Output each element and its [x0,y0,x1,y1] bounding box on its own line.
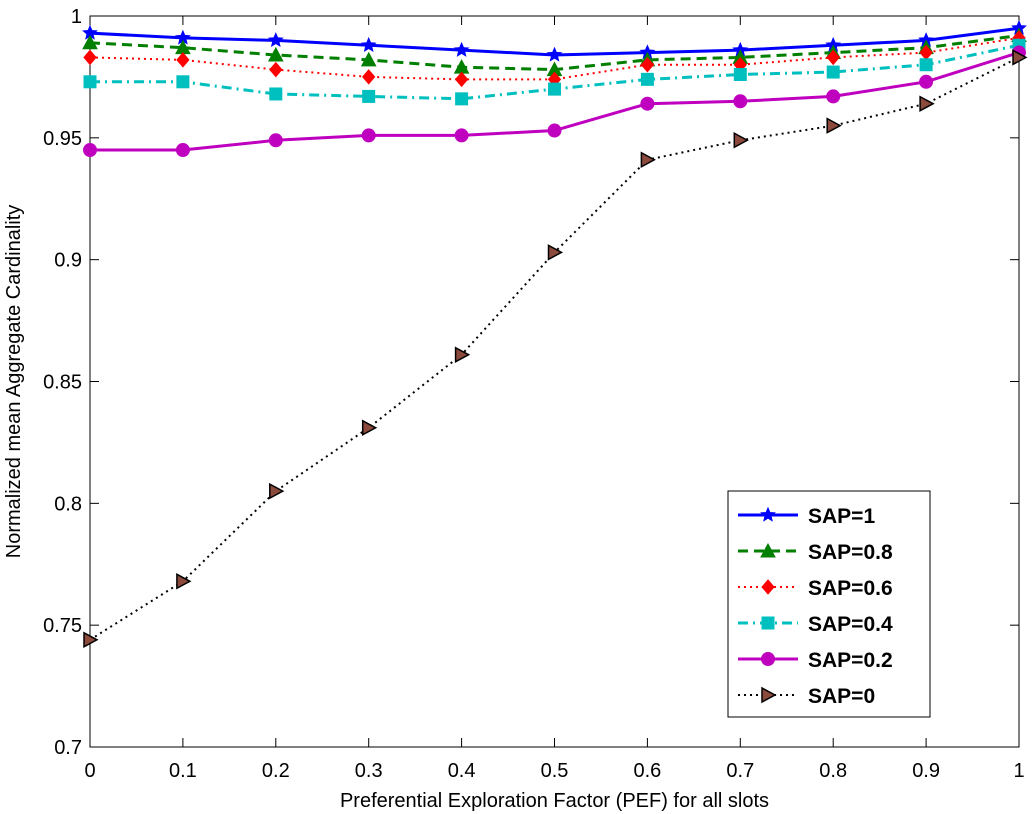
data-point [176,52,190,68]
data-point [547,244,564,261]
legend-item: SAP=0 [738,685,875,708]
data-point [175,143,190,158]
x-tick-label: 1 [1013,760,1024,782]
data-point [454,71,469,88]
x-tick-label: 0.2 [262,760,290,782]
data-point [919,95,935,112]
series-sap-0-2 [83,45,1026,158]
x-tick-label: 0.3 [355,760,383,782]
data-point [176,75,190,89]
data-point [640,56,655,73]
legend-label: SAP=0.2 [808,649,893,672]
x-tick-label: 0.8 [819,760,847,782]
data-point [733,94,748,109]
data-point [269,87,283,101]
data-point [546,46,563,62]
x-tick-label: 0.5 [541,760,569,782]
data-point [360,51,377,67]
y-tick-label: 0.85 [43,372,82,394]
y-tick-label: 0.75 [43,615,82,637]
data-point [454,346,471,363]
series-sap-0 [83,49,1028,649]
legend-marker [760,506,776,522]
x-tick-label: 0.6 [633,760,661,782]
data-point [733,67,747,81]
data-point [733,132,749,149]
y-tick-label: 0.9 [54,250,82,272]
data-point [360,36,377,52]
legend-marker [760,542,776,558]
data-point [267,46,284,62]
x-tick-label: 0 [84,760,95,782]
data-point [453,41,470,57]
legend-label: SAP=0.6 [808,577,893,600]
data-point [176,573,192,590]
y-axis-label: Normalized mean Aggregate Cardinality [3,205,25,559]
legend-marker [761,686,777,704]
legend-label: SAP=0.8 [808,541,893,564]
legend-item: SAP=0.4 [738,613,893,636]
data-point [455,92,469,106]
data-point [826,49,840,66]
series-line [89,56,1020,641]
x-tick-label: 0.7 [726,760,754,782]
data-point [267,32,284,48]
data-point [269,61,283,78]
legend-item: SAP=0.8 [738,541,893,564]
x-tick-label: 0.4 [448,760,476,782]
data-point [919,74,934,89]
x-tick-label: 0.1 [169,760,197,782]
y-tick-label: 1 [71,6,82,28]
data-point [826,65,840,79]
data-point [919,58,933,72]
legend: SAP=1 SAP=0.8 SAP=0.6 SAP=0.4 SAP=0.2 SAP=0 [727,490,931,718]
data-point [361,419,378,437]
legend-label: SAP=1 [808,505,875,528]
data-point [83,49,97,66]
y-tick-label: 0.8 [54,493,82,515]
data-point [1012,49,1028,66]
data-point [826,89,841,104]
plot-area: 0 0.1 0.2 0.3 0.4 0.5 0.6 0.7 0.8 0.9 1 0.7 0.75 0.8 0… [43,6,1028,782]
data-point [640,96,655,111]
data-point [83,75,97,89]
data-point [82,34,98,50]
x-tick-label: 0.9 [912,760,940,782]
legend-label: SAP=0.4 [808,613,893,636]
data-point [548,82,561,96]
data-point [361,128,376,143]
legend-marker [761,579,775,595]
legend-marker [761,616,775,630]
data-point [640,72,654,86]
legend-box [727,490,931,718]
legend-item: SAP=0.2 [738,649,893,672]
legend-marker [761,652,775,666]
data-point [640,151,656,169]
y-tick-label: 0.95 [43,128,82,150]
data-point [454,128,469,143]
x-axis-label: Preferential Exploration Factor (PEF) fo… [340,790,769,812]
data-point [269,482,285,500]
data-point [268,133,283,148]
data-point [83,143,97,158]
data-point [362,69,376,85]
legend-item: SAP=1 [738,505,875,528]
y-tick-label: 0.7 [54,737,82,759]
series-sap-0-4 [83,38,1026,106]
data-point [362,89,376,103]
data-point [547,123,562,138]
data-point [826,117,842,134]
legend-label: SAP=0 [808,685,875,708]
legend-item: SAP=0.6 [738,577,893,600]
data-point [83,631,99,649]
